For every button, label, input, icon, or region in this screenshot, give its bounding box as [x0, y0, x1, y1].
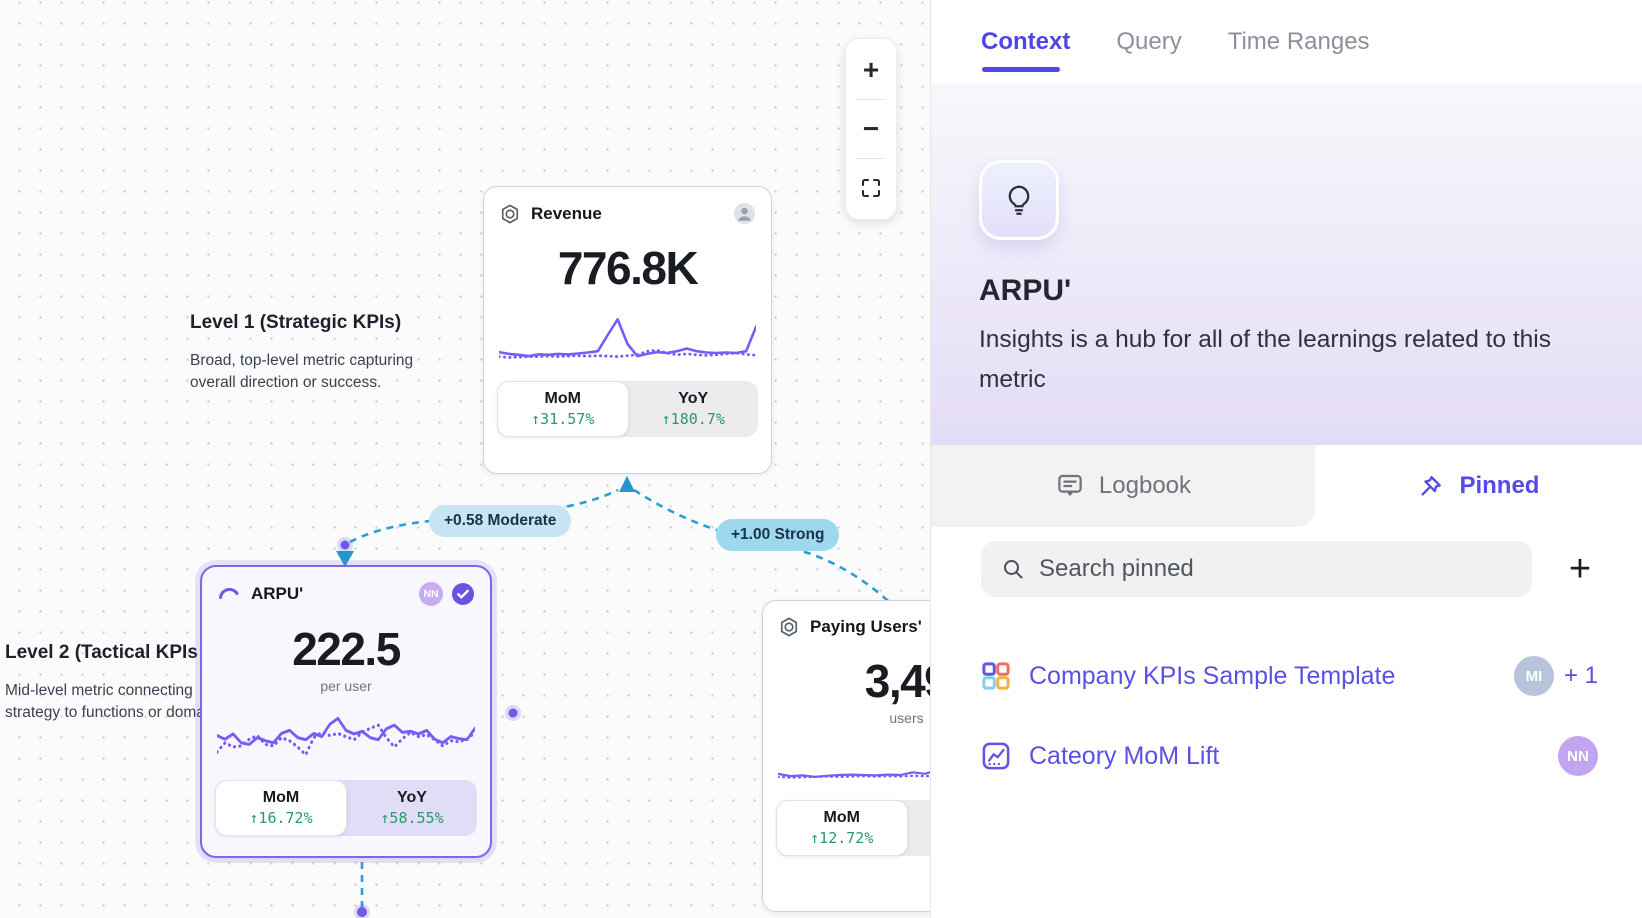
tab-query[interactable]: Query [1116, 28, 1182, 55]
divider [856, 99, 886, 100]
owner-avatar-icon [733, 202, 756, 225]
pinned-list: Company KPIs Sample Template MI + 1 Cate… [931, 597, 1642, 803]
metric-tree-canvas[interactable]: Level 1 (Strategic KPIs) Broad, top-leve… [0, 0, 930, 918]
tab-context[interactable]: Context [981, 28, 1071, 72]
yoy-segment[interactable]: YoY ↑180.7% [661, 390, 725, 428]
sparkline-chart [497, 313, 758, 365]
sparkline-chart [215, 706, 477, 766]
hexagon-metric-icon [780, 617, 798, 637]
pinned-item-label: Company KPIs Sample Template [1029, 661, 1396, 690]
metric-card-paying-users[interactable]: Paying Users' 3,49 users MoM ↑12.72% [762, 600, 930, 912]
search-icon [1004, 560, 1023, 579]
metric-value: 776.8K [557, 242, 699, 294]
card-title: Paying Users' [810, 617, 922, 636]
subtab-logbook[interactable]: Logbook [931, 445, 1315, 527]
divider [856, 158, 886, 159]
yoy-segment[interactable]: YoY ↑58.55% [380, 789, 444, 827]
period-toggle: MoM ↑31.57% YoY ↑180.7% [497, 381, 758, 437]
detail-panel: Context Query Time Ranges ARPU' Insights… [930, 0, 1642, 918]
more-collaborators-count: + 1 [1563, 662, 1598, 689]
card-title: Revenue [531, 203, 602, 223]
hexagon-metric-icon [501, 204, 519, 223]
edge-handle-dot[interactable] [340, 540, 350, 550]
subtab-pinned-label: Pinned [1459, 472, 1540, 499]
subtab-logbook-label: Logbook [1098, 472, 1192, 499]
avatar-nn: NN [1558, 736, 1598, 776]
lightbulb-icon [1008, 185, 1030, 215]
tab-time-ranges[interactable]: Time Ranges [1227, 28, 1370, 55]
metric-value: 3,49 [864, 655, 930, 707]
pinned-item-company-kpis[interactable]: Company KPIs Sample Template MI + 1 [981, 643, 1598, 709]
fit-view-icon [861, 178, 881, 198]
yoy-segment[interactable] [908, 800, 931, 856]
panel-tab-bar: Context Query Time Ranges [931, 0, 1642, 84]
mom-segment[interactable]: MoM ↑12.72% [776, 800, 908, 856]
metric-unit: per user [320, 678, 372, 694]
template-grid-icon [982, 662, 1010, 690]
insight-icon-tile [979, 160, 1059, 240]
edge-label-moderate[interactable]: +0.58 Moderate [429, 505, 572, 537]
fit-view-button[interactable] [846, 159, 896, 217]
metric-name-heading: ARPU' [979, 274, 1072, 307]
zoom-toolbar: + − [845, 38, 897, 220]
bottom-handle-dot[interactable] [357, 907, 367, 917]
chart-icon [982, 742, 1010, 770]
zoom-in-button[interactable]: + [862, 54, 880, 85]
level-1-description: Broad, top-level metric capturing overal… [190, 352, 414, 391]
add-pinned-button[interactable]: + [1568, 548, 1592, 590]
arc-metric-icon [219, 587, 239, 599]
metric-hero-section: ARPU' Insights is a hub for all of the l… [931, 84, 1642, 445]
metric-value: 222.5 [292, 623, 401, 675]
pinned-search-row: + [931, 527, 1642, 597]
pinned-item-label: Cateory MoM Lift [1029, 741, 1220, 770]
collaborator-avatar: NN [419, 582, 443, 606]
subtab-pinned[interactable]: Pinned [1314, 445, 1642, 527]
sparkline-chart [776, 740, 930, 784]
metric-description: Insights is a hub for all of the learnin… [979, 326, 1551, 393]
search-box[interactable] [981, 541, 1532, 597]
level-2-description: Mid-level metric connecting strategy to … [5, 682, 205, 721]
pin-icon [1421, 476, 1442, 496]
avatar-mi: MI [1513, 656, 1554, 696]
level-1-annotation: Level 1 (Strategic KPIs) Broad, top-leve… [190, 312, 450, 394]
mom-segment[interactable]: MoM ↑31.57% [497, 381, 629, 437]
mom-segment[interactable]: MoM ↑16.72% [215, 780, 347, 836]
level-1-title: Level 1 (Strategic KPIs) [190, 312, 402, 333]
edge-label-strong[interactable]: +1.00 Strong [716, 519, 840, 551]
logbook-icon [1058, 474, 1082, 496]
metric-card-revenue[interactable]: Revenue 776.8K MoM ↑31.57% YoY ↑180.7% [483, 186, 772, 474]
node-handle-dot[interactable] [508, 708, 518, 718]
search-pinned-input[interactable] [1039, 555, 1512, 583]
metric-unit: users [889, 710, 924, 726]
level-2-annotation: Level 2 (Tactical KPIs Mid-level metric … [5, 642, 235, 724]
level-2-title: Level 2 (Tactical KPIs [5, 642, 198, 663]
verified-badge-icon [452, 583, 474, 605]
zoom-out-button[interactable]: − [862, 113, 880, 144]
period-toggle: MoM ↑12.72% [776, 800, 930, 856]
panel-subtabs: Logbook Pinned [931, 445, 1642, 527]
period-toggle: MoM ↑16.72% YoY ↑58.55% [215, 780, 477, 836]
arrowhead-into-arpu [336, 551, 354, 567]
arrowhead-into-revenue [619, 476, 635, 492]
metric-card-arpu[interactable]: ARPU' NN 222.5 per user MoM ↑16.72% [200, 565, 492, 858]
card-title: ARPU' [251, 584, 304, 603]
pinned-item-cateory-mom-lift[interactable]: Cateory MoM Lift NN [981, 723, 1598, 789]
